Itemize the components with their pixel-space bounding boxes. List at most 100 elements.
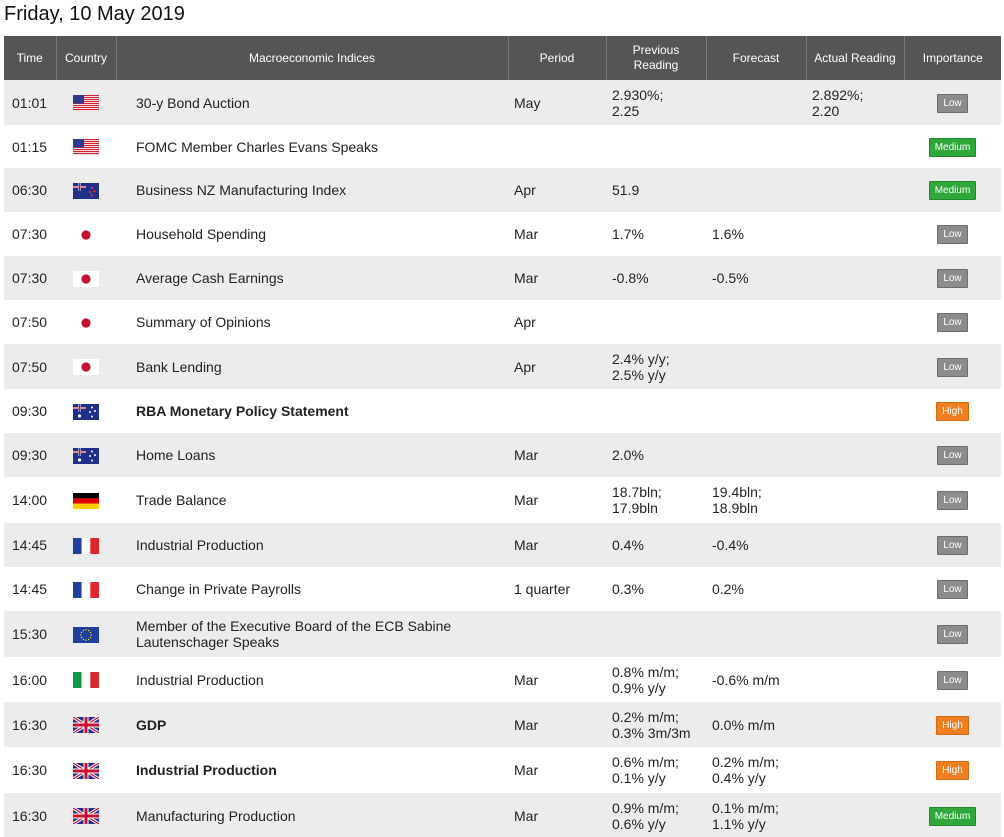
event-previous-line: 51.9 — [612, 182, 640, 198]
importance-badge: High — [936, 402, 969, 421]
event-importance: Low — [904, 344, 1001, 389]
event-period: Mar — [508, 477, 606, 523]
event-name: Industrial Production — [116, 523, 508, 567]
event-actual — [806, 389, 904, 433]
event-forecast-line: -0.6% m/m — [712, 671, 780, 688]
table-row[interactable]: 16:30 GDP Mar 0.2% m/m; 0.3% 3m/3m 0.0% m/m Hi… — [4, 702, 1001, 747]
event-period — [508, 611, 606, 657]
header-country: Country — [56, 36, 117, 80]
event-period: May — [508, 80, 606, 125]
event-name: Change in Private Payrolls — [116, 567, 508, 611]
event-forecast-line: 19.4bln; — [712, 484, 762, 500]
event-actual: 2.892%; 2.20 — [806, 80, 904, 125]
event-previous-line: 18.7bln; — [612, 484, 662, 500]
us-flag-icon — [73, 139, 99, 156]
de-flag-icon — [73, 492, 99, 509]
event-previous-line: 17.9bln — [612, 500, 658, 516]
event-actual — [806, 256, 904, 300]
event-importance: High — [904, 747, 1001, 793]
event-name: 30-y Bond Auction — [116, 80, 508, 125]
event-forecast — [706, 300, 806, 344]
event-importance: Medium — [904, 793, 1001, 837]
event-forecast: 0.0% m/m — [706, 702, 806, 747]
event-previous: 0.6% m/m; 0.1% y/y — [606, 747, 706, 793]
table-row[interactable]: 09:30 RBA Monetary Policy Statement High — [4, 389, 1001, 433]
table-row[interactable]: 16:30 Manufacturing Production Mar 0.9% m/m… — [4, 793, 1001, 837]
gb-flag-icon — [73, 808, 99, 825]
event-country — [56, 657, 116, 702]
event-name: RBA Monetary Policy Statement — [116, 389, 508, 433]
event-name: GDP — [116, 702, 508, 747]
importance-badge: Low — [937, 491, 968, 510]
importance-badge: Low — [937, 670, 968, 690]
event-name: Summary of Opinions — [116, 300, 508, 344]
table-row[interactable]: 14:45 Change in Private Payrolls 1 quarter… — [4, 567, 1001, 611]
event-importance: High — [904, 389, 1001, 433]
header-forecast: Forecast — [706, 36, 807, 80]
table-row[interactable]: 06:30 Business NZ Manufacturing Index Apr 5… — [4, 168, 1001, 212]
event-actual-line: 2.20 — [812, 102, 840, 119]
event-country — [56, 702, 116, 747]
table-row[interactable]: 16:30 Industrial Production Mar 0.6% m/m; 0.… — [4, 747, 1001, 793]
event-time: 01:15 — [4, 125, 56, 168]
event-forecast: 19.4bln; 18.9bln — [706, 477, 806, 523]
table-row[interactable]: 01:15 FOMC Member Charles Evans Speaks Med… — [4, 125, 1001, 168]
event-name: Manufacturing Production — [116, 793, 508, 837]
event-importance: Low — [904, 80, 1001, 125]
event-period: Apr — [508, 344, 606, 389]
table-row[interactable]: 16:00 Industrial Production Mar 0.8% m/m; 0.… — [4, 657, 1001, 702]
table-row[interactable]: 14:45 Industrial Production Mar 0.4% -0.4% Lo… — [4, 523, 1001, 567]
table-row[interactable]: 07:50 Summary of Opinions Apr Low — [4, 300, 1001, 344]
eu-flag-icon — [73, 626, 99, 643]
event-time: 14:45 — [4, 567, 56, 611]
table-row[interactable]: 14:00 Trade Balance Mar 18.7bln; 17.9bln 19.4… — [4, 477, 1001, 523]
jp-flag-icon — [73, 270, 99, 287]
event-forecast — [706, 168, 806, 212]
event-previous: 2.0% — [606, 433, 706, 477]
event-previous: 0.3% — [606, 567, 706, 611]
importance-badge: Low — [937, 625, 968, 644]
event-forecast — [706, 80, 806, 125]
event-period: Apr — [508, 300, 606, 344]
event-name: Industrial Production — [116, 747, 508, 793]
event-previous-line: 0.6% m/m; — [612, 754, 679, 770]
header-previous: Previous Reading — [606, 36, 707, 80]
event-time: 07:30 — [4, 256, 56, 300]
importance-badge: Low — [937, 580, 968, 599]
event-country — [56, 611, 116, 657]
nz-flag-icon — [73, 182, 99, 199]
importance-badge: Low — [937, 225, 968, 244]
table-row[interactable]: 07:30 Household Spending Mar 1.7% 1.6% Low — [4, 212, 1001, 256]
importance-badge: High — [936, 761, 969, 780]
event-name: FOMC Member Charles Evans Speaks — [116, 125, 508, 168]
event-country — [56, 523, 116, 567]
header-indices: Macroeconomic Indices — [116, 36, 509, 80]
event-name: Household Spending — [116, 212, 508, 256]
table-row[interactable]: 09:30 Home Loans Mar 2.0% Low — [4, 433, 1001, 477]
importance-badge: Low — [937, 536, 968, 555]
event-previous: 0.9% m/m; 0.6% y/y — [606, 793, 706, 837]
table-row[interactable]: 07:30 Average Cash Earnings Mar -0.8% -0.5% L… — [4, 256, 1001, 300]
event-time: 07:50 — [4, 344, 56, 389]
table-row[interactable]: 07:50 Bank Lending Apr 2.4% y/y; 2.5% y/y Low — [4, 344, 1001, 389]
table-row[interactable]: 15:30 Member of the Executive Board of th… — [4, 611, 1001, 657]
event-importance: Low — [904, 611, 1001, 657]
event-previous-line: 1.7% — [612, 226, 644, 242]
event-time: 14:00 — [4, 477, 56, 523]
event-previous: 2.4% y/y; 2.5% y/y — [606, 344, 706, 389]
event-importance: Medium — [904, 168, 1001, 212]
event-previous: 51.9 — [606, 168, 706, 212]
event-country — [56, 300, 116, 344]
event-time: 07:50 — [4, 300, 56, 344]
event-forecast — [706, 389, 806, 433]
event-forecast: -0.5% — [706, 256, 806, 300]
event-previous-line: 0.3% 3m/3m — [612, 724, 691, 741]
event-importance: Low — [904, 256, 1001, 300]
event-actual — [806, 168, 904, 212]
event-previous-line: 0.8% m/m; — [612, 663, 679, 680]
event-previous-line: 2.5% y/y — [612, 366, 666, 383]
table-row[interactable]: 01:01 30-y Bond Auction May 2.930%; 2.25 2.89… — [4, 80, 1001, 125]
event-time: 16:00 — [4, 657, 56, 702]
event-period — [508, 125, 606, 168]
event-period: Mar — [508, 702, 606, 747]
